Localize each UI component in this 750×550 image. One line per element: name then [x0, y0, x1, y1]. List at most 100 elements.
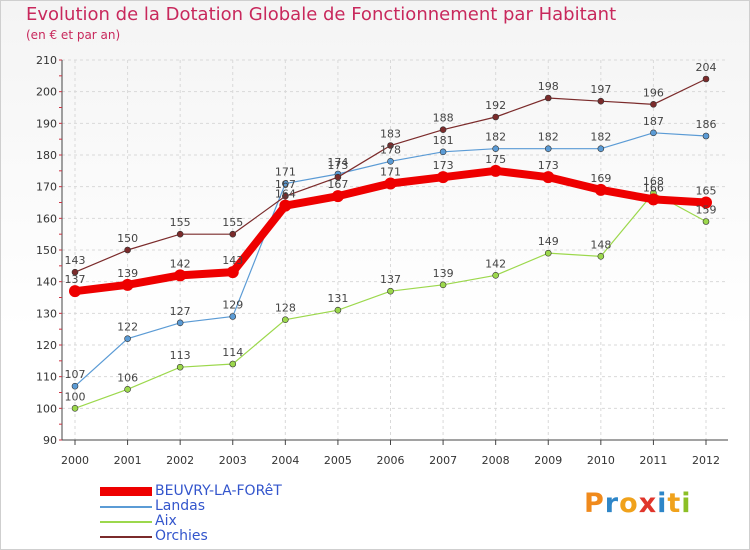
data-label-beuvry: 139	[117, 267, 138, 280]
data-point-landas	[282, 180, 289, 187]
data-label-beuvry: 169	[590, 172, 611, 185]
data-point-landas	[597, 145, 605, 152]
data-point-landas	[71, 382, 79, 390]
data-point-aix	[544, 249, 552, 257]
data-label-landas: 127	[170, 305, 191, 318]
data-point-aix	[597, 253, 605, 260]
y-tick-label: 140	[36, 276, 57, 289]
data-point-aix	[492, 272, 499, 279]
data-point-orchies	[282, 192, 289, 200]
data-label-orchies: 167	[275, 178, 296, 191]
data-label-landas: 181	[433, 134, 454, 147]
y-tick-label: 160	[36, 212, 57, 225]
x-tick-label: 2000	[61, 454, 89, 467]
data-point-beuvry	[121, 278, 134, 291]
data-label-orchies: 173	[327, 159, 348, 172]
data-point-orchies	[439, 126, 447, 133]
data-point-beuvry	[226, 266, 239, 279]
y-tick-label: 100	[36, 402, 57, 415]
data-label-beuvry: 142	[170, 257, 191, 270]
data-point-aix	[229, 360, 237, 368]
legend-swatch	[100, 487, 152, 496]
data-label-landas: 107	[65, 368, 86, 381]
data-label-orchies: 197	[590, 83, 611, 96]
data-point-landas	[439, 148, 447, 156]
data-point-landas	[650, 129, 657, 137]
axes: 90 100 110 120 130 140 150 160 170 180 190 200 210 20…	[36, 54, 728, 467]
data-point-landas	[176, 319, 184, 327]
data-label-landas: 187	[643, 115, 664, 128]
x-tick-label: 2003	[219, 454, 247, 467]
data-label-aix: 148	[590, 238, 611, 251]
data-label-landas: 122	[117, 321, 138, 334]
data-point-beuvry	[331, 190, 344, 203]
data-point-landas	[702, 132, 710, 140]
data-point-orchies	[650, 101, 657, 108]
legend-swatch	[100, 506, 152, 508]
data-label-beuvry: 165	[696, 185, 717, 198]
legend-label: BEUVRY-LA-FORêT	[155, 483, 282, 499]
grid	[62, 59, 728, 441]
y-tick-label: 200	[36, 86, 57, 99]
data-label-orchies: 204	[696, 61, 717, 74]
data-label-landas: 178	[380, 143, 401, 156]
data-label-orchies: 183	[380, 128, 401, 141]
legend-label: Orchies	[155, 528, 208, 544]
y-tick-label: 170	[36, 181, 57, 194]
data-point-orchies	[124, 246, 131, 254]
data-label-landas: 171	[275, 166, 296, 179]
data-label-orchies: 196	[643, 86, 664, 99]
logo-letter: x	[638, 488, 658, 519]
y-tick-label: 110	[36, 371, 57, 384]
data-point-beuvry	[647, 193, 660, 206]
logo-letter: t	[667, 488, 682, 519]
logo-letter: i	[657, 488, 668, 519]
data-point-beuvry	[489, 164, 502, 177]
data-point-orchies	[702, 75, 710, 83]
y-tick-label: 190	[36, 117, 57, 130]
data-point-aix	[71, 405, 79, 412]
data-point-orchies	[492, 113, 499, 121]
x-tick-label: 2001	[114, 454, 142, 467]
legend-swatch	[100, 521, 152, 523]
data-point-beuvry	[594, 183, 607, 196]
data-label-orchies: 155	[170, 216, 191, 229]
logo-letter: r	[604, 488, 620, 519]
data-label-orchies: 188	[433, 112, 454, 125]
series-layer	[69, 75, 712, 412]
data-point-landas	[124, 335, 131, 342]
data-label-aix: 142	[485, 257, 506, 270]
data-label-aix: 114	[222, 346, 243, 359]
data-point-orchies	[597, 97, 605, 105]
data-point-beuvry	[279, 199, 292, 212]
x-tick-label: 2004	[271, 454, 299, 467]
data-label-beuvry: 166	[643, 181, 664, 194]
x-tick-label: 2008	[482, 454, 510, 467]
legend-label: Aix	[155, 513, 177, 529]
data-point-orchies	[334, 173, 342, 181]
data-label-beuvry: 167	[327, 178, 348, 191]
data-label-aix: 149	[538, 235, 559, 248]
data-point-beuvry	[69, 285, 81, 298]
data-point-orchies	[544, 94, 552, 102]
data-label-orchies: 198	[538, 80, 559, 93]
data-label-aix: 113	[170, 349, 191, 362]
x-tick-label: 2007	[429, 454, 457, 467]
data-point-beuvry	[542, 171, 555, 184]
data-label-aix: 137	[380, 273, 401, 286]
data-label-orchies: 155	[222, 216, 243, 229]
data-point-aix	[702, 218, 710, 225]
data-point-aix	[282, 316, 289, 323]
data-point-aix	[334, 306, 342, 314]
data-label-landas: 174	[327, 156, 348, 169]
data-label-beuvry: 173	[538, 159, 559, 172]
x-tick-label: 2012	[692, 454, 720, 467]
data-label-landas: 129	[222, 299, 243, 312]
y-tick-label: 210	[36, 54, 57, 67]
data-point-landas	[387, 158, 394, 165]
data-label-beuvry: 164	[275, 188, 296, 201]
data-point-beuvry	[700, 196, 712, 209]
data-label-beuvry: 175	[485, 153, 506, 166]
